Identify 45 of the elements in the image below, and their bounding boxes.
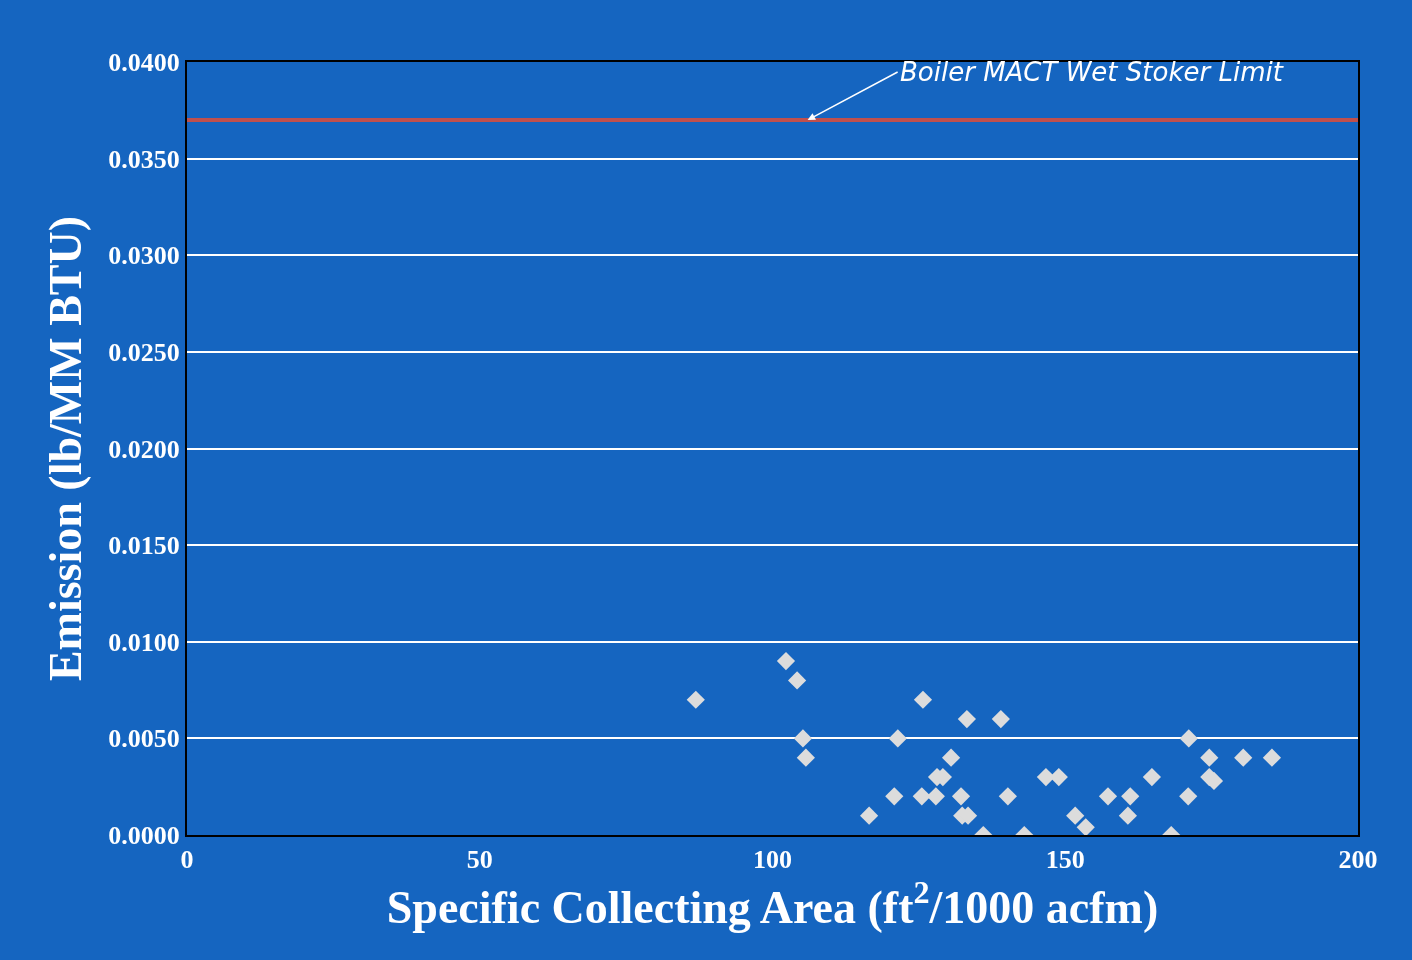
point bbox=[1066, 806, 1085, 825]
point bbox=[796, 748, 815, 767]
point bbox=[941, 748, 961, 767]
point bbox=[957, 709, 976, 729]
point bbox=[1121, 787, 1140, 806]
x-tick-label: 150 bbox=[1045, 845, 1085, 875]
point bbox=[793, 729, 813, 748]
point bbox=[1234, 748, 1253, 767]
x-tick-label: 100 bbox=[753, 845, 792, 875]
point bbox=[912, 787, 931, 806]
y-tick-label: 0.0200 bbox=[108, 434, 180, 464]
y-tick-label: 0.0350 bbox=[108, 144, 180, 174]
point bbox=[913, 690, 933, 709]
y-tick-label: 0.0000 bbox=[108, 821, 180, 851]
x-tick-label: 0 bbox=[180, 845, 194, 875]
point bbox=[951, 787, 971, 806]
y-tick-label: 0.0250 bbox=[108, 337, 180, 367]
y-axis-title: Emission (lb/MM BTU) bbox=[40, 215, 92, 682]
point bbox=[1179, 729, 1198, 748]
x-tick-label: 200 bbox=[1338, 845, 1378, 875]
point bbox=[787, 671, 807, 690]
y-tick-label: 0.0300 bbox=[108, 241, 180, 271]
point bbox=[1076, 818, 1095, 835]
point bbox=[1098, 787, 1118, 806]
point bbox=[860, 806, 879, 825]
y-tick-label: 0.0050 bbox=[108, 724, 180, 754]
point bbox=[1179, 787, 1198, 806]
ref-line-label: Boiler MACT Wet Stoker Limit bbox=[900, 57, 1284, 87]
point bbox=[885, 787, 904, 806]
point bbox=[888, 729, 907, 748]
point bbox=[686, 690, 705, 709]
x-axis-title: Specific Collecting Area (ft$^{2}$/1000 acfm) bbox=[386, 874, 1159, 933]
y-tick-label: 0.0400 bbox=[108, 48, 180, 78]
point bbox=[1200, 748, 1219, 767]
point bbox=[776, 651, 796, 671]
point bbox=[998, 787, 1017, 806]
x-tick-label: 50 bbox=[466, 845, 493, 875]
y-tick-label: 0.0100 bbox=[108, 627, 180, 657]
y-tick-label: 0.0150 bbox=[108, 531, 180, 561]
point bbox=[926, 787, 945, 806]
point bbox=[1118, 806, 1137, 825]
point bbox=[1142, 767, 1161, 787]
point bbox=[991, 709, 1010, 729]
point bbox=[1262, 748, 1282, 767]
point bbox=[1049, 767, 1068, 787]
